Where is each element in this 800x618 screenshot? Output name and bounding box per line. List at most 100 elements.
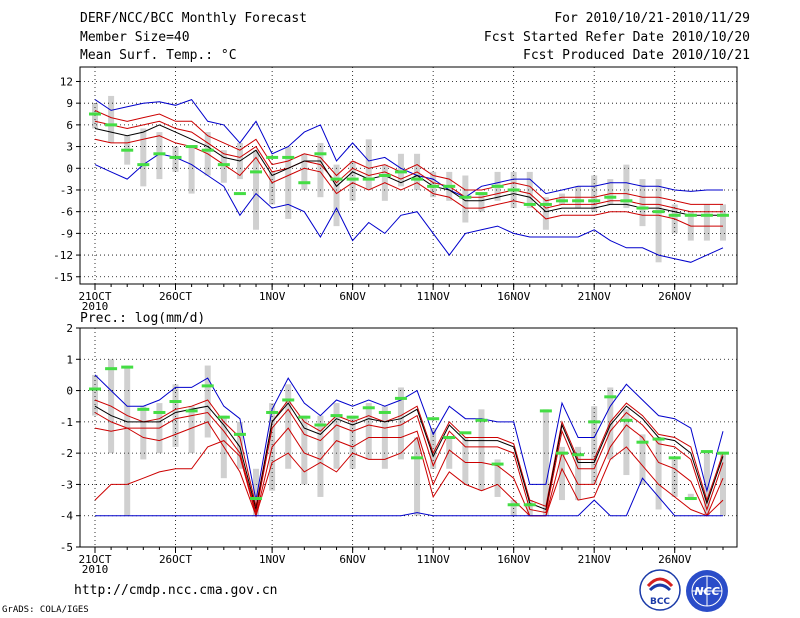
observed-mark [346,415,359,419]
spread-bar [462,175,469,223]
observed-mark [121,365,134,369]
plot-frame [79,66,738,285]
observed-mark [105,123,118,127]
spread-bar [285,384,292,469]
spread-bar [703,204,710,241]
spread-bar [220,150,227,183]
series-line-p50 [94,408,724,514]
series-line-p50 [94,120,723,213]
x-tick-label: 26NOV [658,290,691,303]
spread-bar [301,415,308,485]
bcc-logo: BCC [639,569,681,611]
spread-bar [301,153,308,190]
x-tick-label: 1NOV [259,290,286,303]
spread-bar [188,146,195,194]
observed-mark [443,184,456,188]
y-tick-label: 12 [60,75,73,88]
variable-label: Mean Surf. Temp.: °C [80,48,237,63]
x-tick-label: 1NOV [259,553,286,566]
observed-mark [282,398,295,402]
y-tick-label: -3 [60,184,73,197]
x-tick-label: 16NOV [497,553,530,566]
spread-bar [607,387,614,460]
spread-bar [333,164,340,227]
observed-mark [314,152,327,156]
observed-mark [153,152,166,156]
spread-bar [623,409,630,476]
observed-mark [555,451,568,455]
observed-mark [105,367,118,371]
observed-mark [250,170,263,174]
observed-mark [700,213,713,217]
observed-mark [588,199,601,203]
y-tick-label: -2 [60,447,73,460]
spread-bar [253,468,260,516]
observed-mark [169,155,182,159]
observed-mark [185,145,198,149]
observed-mark [266,155,279,159]
y-tick-label: -15 [53,271,73,284]
x-tick-label: 26OCT [159,290,192,303]
spread-bar [558,193,565,205]
series-line-p85 [94,399,724,507]
member-size-label: Member Size=40 [80,30,190,45]
spread-bar [720,453,726,516]
series-line-min [95,477,723,517]
y-tick-label: -12 [53,249,73,262]
observed-mark [378,174,391,177]
observed-mark [378,410,391,414]
x-tick-label: 26OCT [159,553,192,566]
observed-mark [169,400,182,404]
spread-bar [558,446,565,501]
x-year-label: 2010 [82,300,109,313]
observed-mark [555,199,568,203]
observed-mark [394,396,407,400]
observed-mark [523,503,536,507]
y-tick-label: -1 [60,416,73,429]
y-tick-label: -6 [60,206,73,219]
observed-mark [475,418,488,422]
series-line-p05 [94,436,724,518]
observed-mark [153,410,166,414]
y-tick-label: -5 [60,541,73,554]
observed-mark [282,155,295,159]
spread-bar [655,179,662,263]
observed-mark [137,407,150,411]
x-year-label: 2010 [82,563,109,576]
observed-mark [572,199,585,203]
observed-mark [266,410,279,414]
observed-mark [427,184,440,188]
observed-mark [636,440,649,444]
x-tick-label: 21NOV [578,290,611,303]
series-line-mean [94,124,723,216]
x-tick-label: 6NOV [339,290,366,303]
observed-mark [217,415,230,419]
x-tick-label: 11NOV [417,553,450,566]
observed-mark [717,213,729,217]
spread-bar [671,459,678,497]
spread-bar [317,415,324,497]
observed-mark [507,503,520,507]
spread-bar [703,453,710,516]
observed-mark [684,497,697,501]
ncc-logo: NCC [686,570,728,612]
observed-mark [394,170,407,174]
spread-bar [478,409,485,491]
spread-bar [430,171,437,198]
spread-bar [108,95,115,143]
x-tick-label: 16NOV [497,290,530,303]
series-line-p85 [94,109,723,205]
observed-mark [491,184,504,188]
x-tick-label: 11NOV [417,290,450,303]
observed-mark [620,418,633,422]
spread-bar [204,365,211,438]
spread-bar [446,437,453,469]
spread-bar [655,437,662,510]
observed-mark [684,213,697,217]
observed-mark [604,195,617,199]
x-tick-label: 21NOV [578,553,611,566]
spread-bar [349,415,356,469]
spread-bar [462,437,469,485]
source-url[interactable]: http://cmdp.ncc.cma.gov.cn [74,583,278,598]
